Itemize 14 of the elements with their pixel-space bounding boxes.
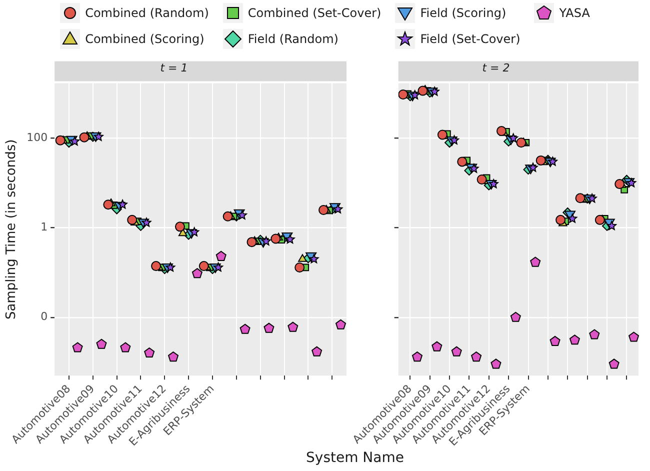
- y-tick-label: 0: [40, 310, 48, 324]
- y-tick-label: 1: [40, 220, 48, 234]
- legend-label: Combined (Random): [85, 6, 209, 20]
- legend-label: Combined (Set-Cover): [248, 6, 382, 20]
- legend-label: Field (Scoring): [420, 6, 506, 20]
- legend-label: YASA: [559, 6, 590, 20]
- y-tick-label: 100: [26, 131, 48, 144]
- chart-title: t = 1: [160, 61, 188, 74]
- x-axis-title: System Name: [305, 450, 405, 466]
- legend-label: Field (Set-Cover): [420, 32, 520, 46]
- legend-label: Field (Random): [248, 32, 338, 46]
- chart-title: t = 2: [482, 61, 510, 74]
- legend-label: Combined (Scoring): [85, 32, 204, 46]
- y-axis-title: Sampling Time (in seconds): [4, 139, 20, 320]
